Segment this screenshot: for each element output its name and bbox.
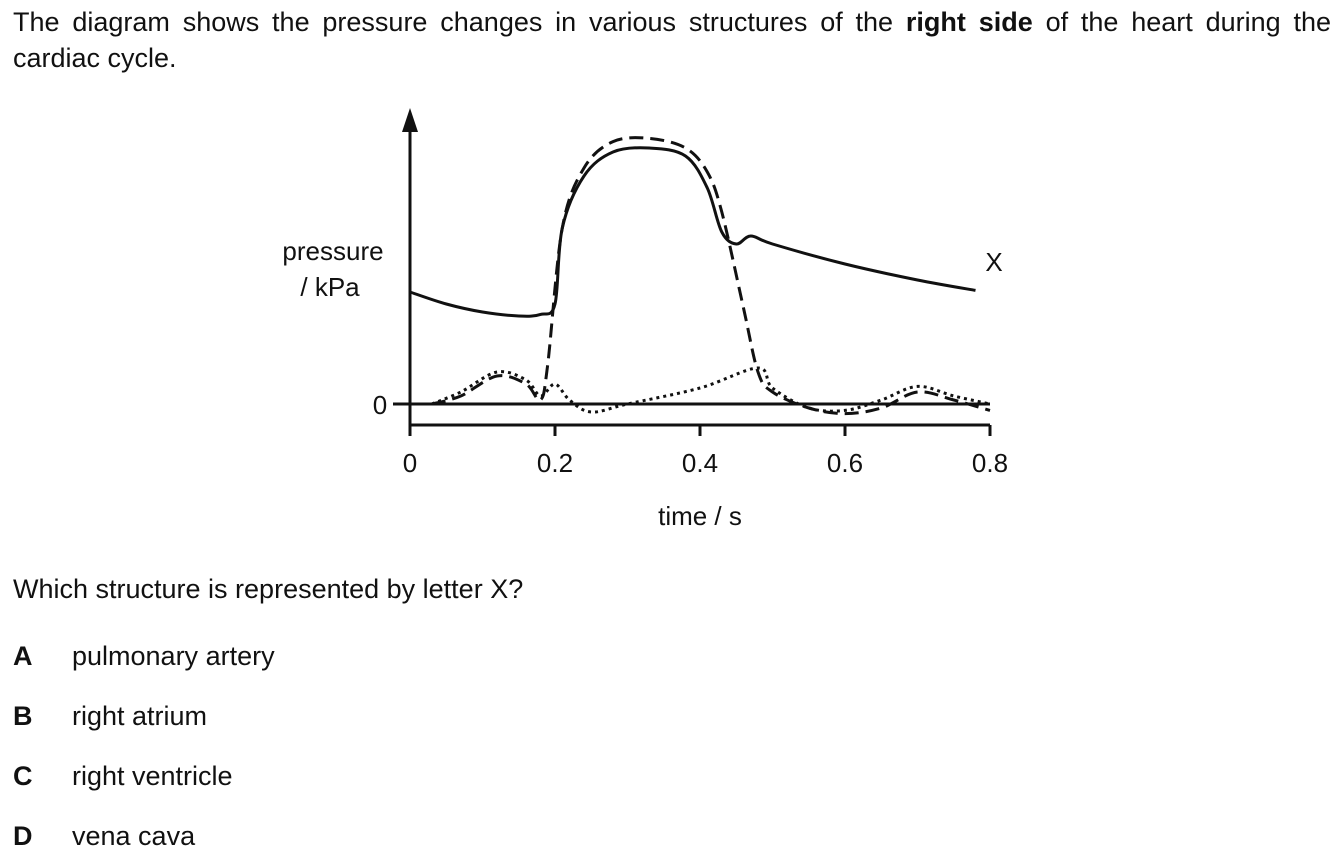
- intro-text-before: The diagram shows the pressure changes i…: [13, 7, 906, 37]
- option-c-text: right ventricle: [72, 761, 233, 791]
- option-d-letter: D: [13, 821, 33, 851]
- x-tick-label: 0.8: [972, 448, 1008, 478]
- option-b-letter: B: [13, 701, 33, 731]
- option-c-letter: C: [13, 761, 33, 791]
- line-label-x: X: [985, 247, 1002, 277]
- pressure-time-chart: 0 0.2 0.4 0.6 0.8 0 pressure / kPa time / s X: [282, 108, 1008, 531]
- intro-text-bold: right side: [905, 7, 1033, 37]
- intro-text-after: of the heart during the cardiac cycle.: [13, 7, 1332, 73]
- x-tick-label: 0.2: [537, 448, 573, 478]
- option-b-text: right atrium: [72, 701, 208, 731]
- y-axis-label-line2: / kPa: [300, 272, 360, 302]
- y-tick-label: 0: [373, 390, 387, 420]
- x-tick-label: 0: [403, 448, 417, 478]
- question-intro: The diagram shows the pressure changes i…: [13, 4, 1331, 76]
- x-axis-label: time / s: [658, 501, 742, 531]
- x-tick-label: 0.4: [682, 448, 718, 478]
- series-line-solid: [409, 146, 976, 318]
- option-d-text: vena cava: [72, 821, 196, 851]
- option-a-letter: A: [13, 641, 33, 671]
- question-prompt: Which structure is represented by letter…: [13, 574, 524, 604]
- y-axis-arrowhead: [402, 108, 418, 132]
- x-tick-label: 0.6: [827, 448, 863, 478]
- y-axis-label-line1: pressure: [282, 236, 383, 266]
- option-a-text: pulmonary artery: [72, 641, 275, 671]
- series-line-dashed: [431, 136, 991, 416]
